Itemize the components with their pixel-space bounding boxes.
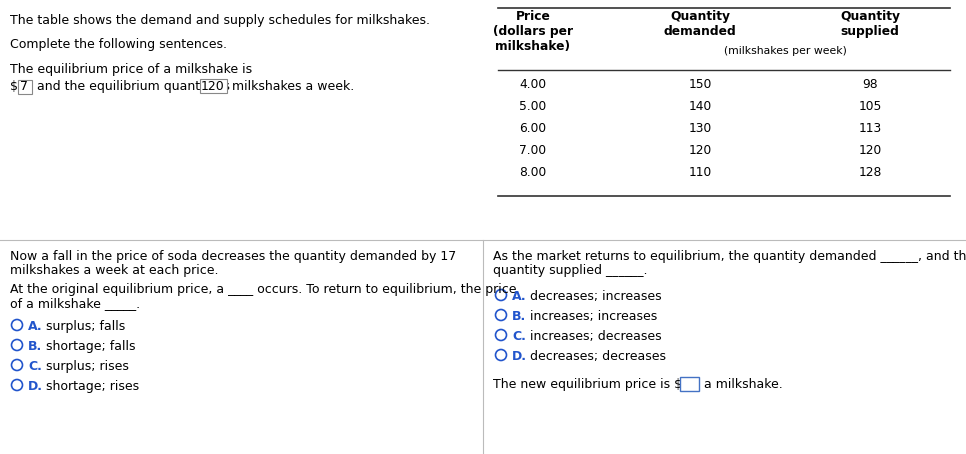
Text: C.: C. xyxy=(28,360,42,373)
Text: 8.00: 8.00 xyxy=(520,166,547,179)
Text: At the original equilibrium price, a ____ occurs. To return to equilibrium, the : At the original equilibrium price, a ___… xyxy=(10,283,517,296)
Text: 7: 7 xyxy=(20,80,28,93)
Text: shortage; falls: shortage; falls xyxy=(46,340,135,353)
Text: Quantity
demanded: Quantity demanded xyxy=(664,10,736,38)
Text: quantity supplied ______.: quantity supplied ______. xyxy=(493,264,647,277)
Text: The equilibrium price of a milkshake is: The equilibrium price of a milkshake is xyxy=(10,63,252,76)
Text: C.: C. xyxy=(512,330,526,343)
Text: 105: 105 xyxy=(859,100,882,113)
Text: 120: 120 xyxy=(859,144,882,157)
Text: (milkshakes per week): (milkshakes per week) xyxy=(724,46,846,56)
Text: Price
(dollars per
milkshake): Price (dollars per milkshake) xyxy=(493,10,573,53)
FancyBboxPatch shape xyxy=(17,79,32,94)
Text: Complete the following sentences.: Complete the following sentences. xyxy=(10,38,227,51)
Text: B.: B. xyxy=(28,340,43,353)
Text: B.: B. xyxy=(512,310,526,323)
Text: 120: 120 xyxy=(201,80,225,93)
Text: shortage; rises: shortage; rises xyxy=(46,380,139,393)
Text: Quantity
supplied: Quantity supplied xyxy=(840,10,900,38)
Text: of a milkshake _____.: of a milkshake _____. xyxy=(10,297,140,310)
Text: 7.00: 7.00 xyxy=(520,144,547,157)
Text: increases; decreases: increases; decreases xyxy=(530,330,662,343)
Text: 6.00: 6.00 xyxy=(520,122,547,135)
Text: and the equilibrium quantity is: and the equilibrium quantity is xyxy=(33,80,234,93)
Text: increases; increases: increases; increases xyxy=(530,310,657,323)
Text: decreases; decreases: decreases; decreases xyxy=(530,350,666,363)
Text: milkshakes a week at each price.: milkshakes a week at each price. xyxy=(10,264,218,277)
Text: D.: D. xyxy=(512,350,527,363)
Text: 4.00: 4.00 xyxy=(520,78,547,91)
Text: A.: A. xyxy=(512,290,526,303)
Text: 128: 128 xyxy=(859,166,882,179)
Text: 130: 130 xyxy=(689,122,712,135)
Text: milkshakes a week.: milkshakes a week. xyxy=(228,80,355,93)
Text: 120: 120 xyxy=(689,144,712,157)
Text: 110: 110 xyxy=(689,166,712,179)
Text: 150: 150 xyxy=(689,78,712,91)
Text: a milkshake.: a milkshake. xyxy=(700,378,782,391)
Text: The table shows the demand and supply schedules for milkshakes.: The table shows the demand and supply sc… xyxy=(10,14,430,27)
Text: The new equilibrium price is $: The new equilibrium price is $ xyxy=(493,378,682,391)
Text: 113: 113 xyxy=(859,122,882,135)
Text: 140: 140 xyxy=(689,100,712,113)
Text: A.: A. xyxy=(28,320,43,333)
Text: $: $ xyxy=(10,80,18,93)
Text: D.: D. xyxy=(28,380,43,393)
Text: surplus; falls: surplus; falls xyxy=(46,320,126,333)
FancyBboxPatch shape xyxy=(679,376,698,390)
Text: Now a fall in the price of soda decreases the quantity demanded by 17: Now a fall in the price of soda decrease… xyxy=(10,250,456,263)
Text: decreases; increases: decreases; increases xyxy=(530,290,662,303)
Text: 98: 98 xyxy=(863,78,878,91)
FancyBboxPatch shape xyxy=(200,79,226,93)
Text: surplus; rises: surplus; rises xyxy=(46,360,128,373)
Text: 5.00: 5.00 xyxy=(520,100,547,113)
Text: As the market returns to equilibrium, the quantity demanded ______, and the: As the market returns to equilibrium, th… xyxy=(493,250,966,263)
